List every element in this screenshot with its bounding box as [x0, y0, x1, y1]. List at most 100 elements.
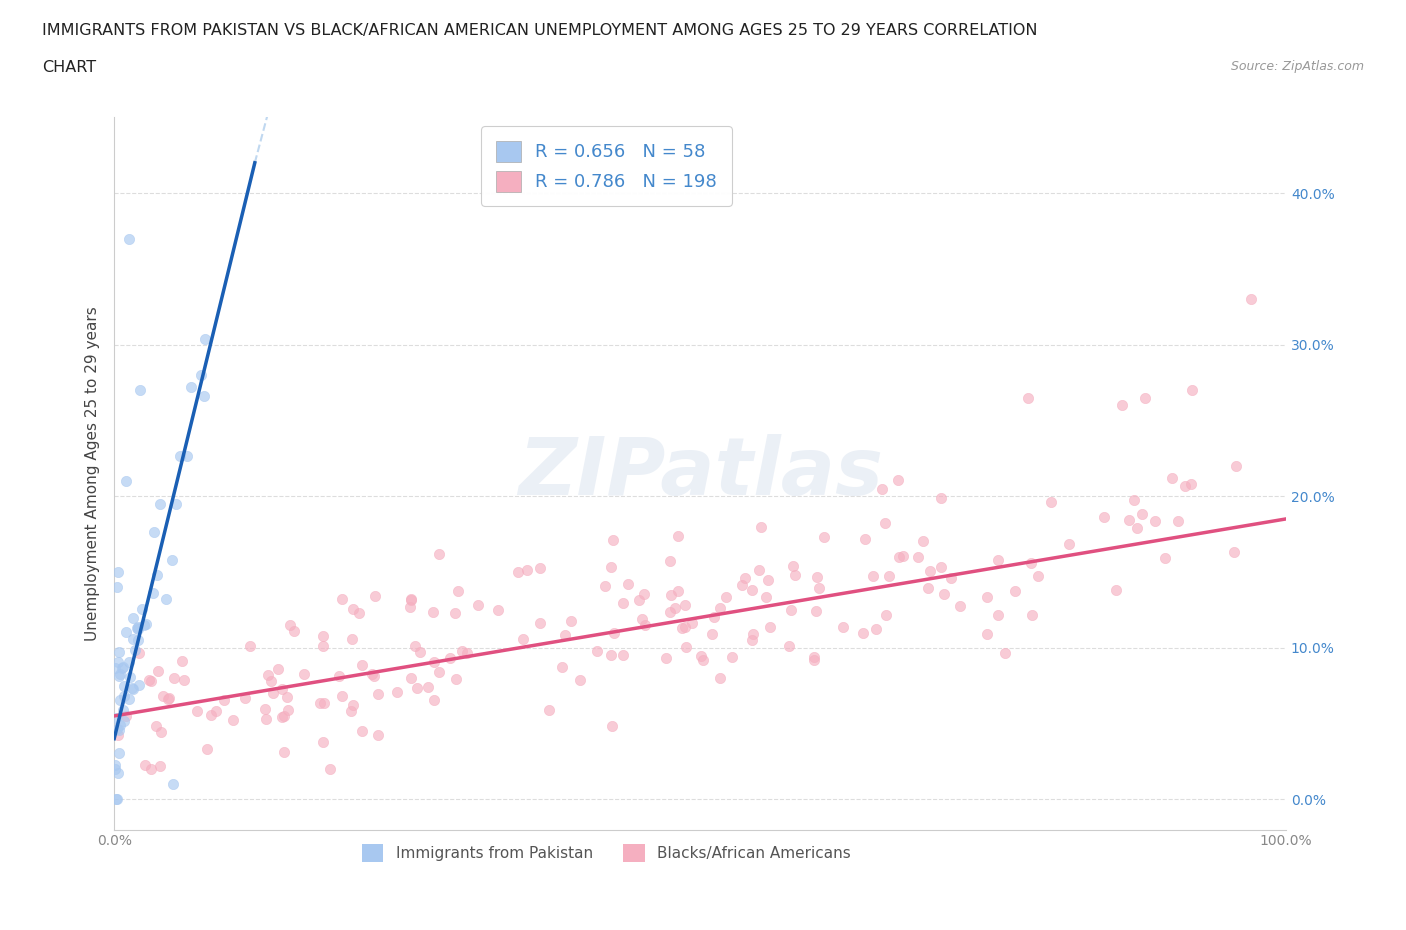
Point	[118, 654, 141, 669]
Point	[129, 382, 152, 397]
Point	[141, 673, 163, 688]
Point	[155, 591, 177, 606]
Point	[664, 600, 686, 615]
Point	[399, 591, 422, 606]
Point	[1105, 582, 1128, 597]
Point	[751, 520, 773, 535]
Point	[1180, 476, 1202, 491]
Point	[128, 677, 150, 692]
Point	[1021, 607, 1043, 622]
Point	[105, 791, 128, 806]
Point	[600, 647, 623, 662]
Point	[934, 587, 956, 602]
Point	[186, 704, 208, 719]
Point	[1040, 495, 1063, 510]
Point	[104, 758, 127, 773]
Point	[467, 598, 489, 613]
Point	[138, 672, 160, 687]
Point	[262, 685, 284, 700]
Point	[808, 580, 831, 595]
Point	[364, 589, 387, 604]
Point	[363, 669, 385, 684]
Point	[721, 650, 744, 665]
Point	[1017, 391, 1039, 405]
Point	[779, 603, 801, 618]
Point	[330, 591, 353, 606]
Point	[627, 593, 650, 608]
Point	[659, 604, 682, 619]
Point	[1135, 391, 1157, 405]
Point	[755, 590, 778, 604]
Point	[1181, 382, 1204, 397]
Point	[617, 577, 640, 591]
Point	[870, 482, 893, 497]
Point	[108, 692, 131, 707]
Point	[891, 549, 914, 564]
Point	[118, 691, 141, 706]
Point	[486, 602, 509, 617]
Point	[852, 626, 875, 641]
Text: ZIPatlas: ZIPatlas	[517, 434, 883, 512]
Point	[127, 620, 149, 635]
Point	[112, 714, 135, 729]
Point	[406, 680, 429, 695]
Point	[666, 528, 689, 543]
Point	[782, 559, 804, 574]
Point	[145, 718, 167, 733]
Point	[803, 652, 825, 667]
Point	[1019, 556, 1042, 571]
Point	[634, 618, 657, 633]
Point	[716, 590, 738, 604]
Point	[352, 724, 374, 738]
Point	[675, 639, 697, 654]
Point	[813, 529, 835, 544]
Point	[1161, 471, 1184, 485]
Point	[193, 389, 215, 404]
Point	[239, 639, 262, 654]
Point	[328, 669, 350, 684]
Point	[170, 653, 193, 668]
Point	[340, 703, 363, 718]
Point	[193, 331, 215, 346]
Point	[108, 669, 131, 684]
Point	[666, 584, 689, 599]
Point	[118, 231, 141, 246]
Point	[741, 582, 763, 597]
Point	[734, 571, 756, 586]
Point	[709, 601, 731, 616]
Point	[135, 617, 157, 631]
Point	[1094, 510, 1116, 525]
Point	[1122, 493, 1144, 508]
Point	[673, 619, 696, 634]
Point	[165, 497, 187, 512]
Point	[107, 655, 129, 670]
Point	[387, 684, 409, 699]
Point	[1223, 544, 1246, 559]
Point	[105, 721, 128, 736]
Point	[107, 565, 129, 579]
Point	[139, 762, 162, 777]
Point	[529, 561, 551, 576]
Point	[759, 619, 782, 634]
Point	[118, 670, 141, 684]
Point	[146, 567, 169, 582]
Point	[976, 590, 998, 604]
Point	[404, 639, 426, 654]
Point	[157, 691, 180, 706]
Point	[104, 762, 127, 777]
Point	[655, 651, 678, 666]
Point	[314, 696, 336, 711]
Point	[633, 586, 655, 601]
Point	[444, 605, 467, 620]
Point	[1144, 513, 1167, 528]
Point	[200, 708, 222, 723]
Point	[115, 709, 138, 724]
Point	[1026, 568, 1049, 583]
Point	[731, 578, 754, 592]
Point	[873, 515, 896, 530]
Point	[273, 709, 295, 724]
Point	[690, 649, 713, 664]
Point	[162, 777, 184, 791]
Point	[347, 606, 370, 621]
Point	[149, 724, 172, 739]
